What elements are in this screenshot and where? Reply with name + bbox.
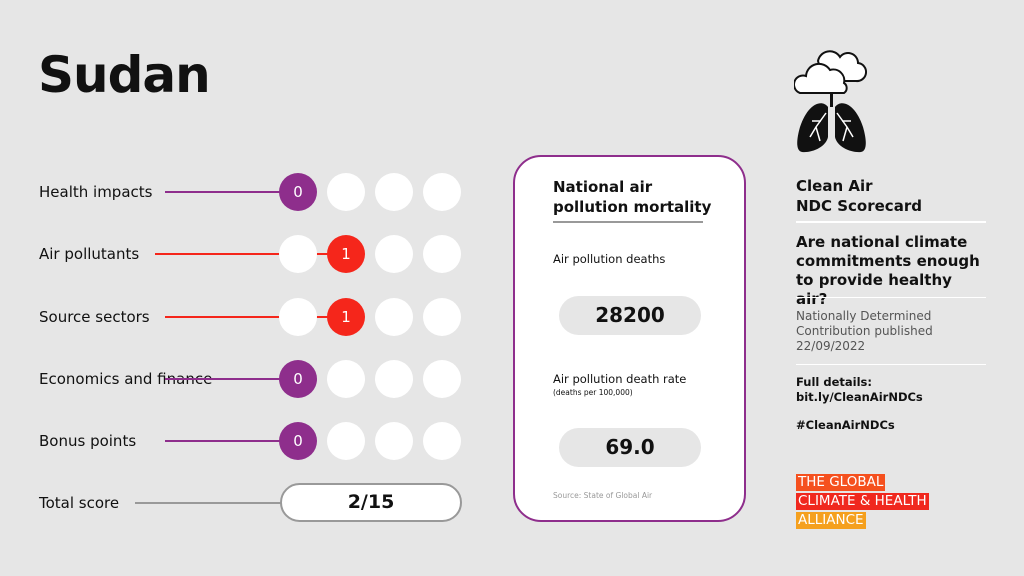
logo-line: ALLIANCE (796, 512, 866, 529)
row-label: Economics and finance (39, 370, 213, 388)
row-label: Air pollutants (39, 245, 140, 263)
score-dot (279, 298, 317, 336)
score-row: Source sectors 1 (0, 297, 480, 337)
score-row: Economics and finance 0 (0, 359, 480, 399)
source-note: Source: State of Global Air (553, 491, 653, 500)
country-title: Sudan (38, 46, 211, 104)
row-label: Bonus points (39, 432, 137, 450)
score-row: Health impacts 0 (0, 172, 480, 212)
rate-unit: (deaths per 100,000) (553, 388, 633, 397)
score-dot (423, 235, 461, 273)
cloud-lungs-icon (794, 50, 867, 153)
logo-line: THE GLOBAL (796, 474, 886, 491)
ndc-line: Contribution published (796, 324, 933, 338)
divider (796, 221, 986, 223)
connector-line (135, 502, 281, 504)
question-text: Are national climate commitments enough … (796, 233, 980, 308)
score-dot (279, 235, 317, 273)
rate-value: 69.0 (559, 428, 701, 467)
mortality-card: National air pollution mortality Air pol… (513, 155, 746, 522)
details-link[interactable]: bit.ly/CleanAirNDCs (796, 390, 923, 404)
divider (553, 221, 703, 223)
connector-line (165, 316, 329, 318)
details: Full details: bit.ly/CleanAirNDCs (796, 375, 986, 405)
total-score-row: Total score 2/15 (0, 483, 480, 523)
score-dot (375, 422, 413, 460)
scorecard-heading: Clean Air NDC Scorecard (796, 176, 986, 216)
card-title-line: pollution mortality (553, 198, 712, 216)
divider (796, 297, 986, 298)
score-dot (375, 173, 413, 211)
details-label: Full details: (796, 375, 872, 389)
score-dot-active: 1 (327, 235, 365, 273)
score-dot (423, 422, 461, 460)
score-dot (375, 298, 413, 336)
connector-line (165, 191, 281, 193)
total-score-label: Total score (39, 494, 120, 512)
score-dot-active: 0 (279, 360, 317, 398)
score-row: Bonus points 0 (0, 421, 480, 461)
ndc-line: Nationally Determined (796, 309, 932, 323)
row-label: Source sectors (39, 308, 150, 326)
deaths-label: Air pollution deaths (553, 252, 666, 266)
total-score-value: 2/15 (280, 483, 462, 522)
score-row: Air pollutants 1 (0, 234, 480, 274)
card-title: National air pollution mortality (553, 177, 711, 217)
hashtag: #CleanAirNDCs (796, 418, 895, 432)
row-label: Health impacts (39, 183, 153, 201)
logo-line: CLIMATE & HEALTH (796, 493, 929, 510)
ndc-info: Nationally Determined Contribution publi… (796, 309, 986, 354)
score-dot (423, 360, 461, 398)
heading-line: NDC Scorecard (796, 197, 922, 215)
score-dot (375, 360, 413, 398)
deaths-value: 28200 (559, 296, 701, 335)
score-dot-active: 1 (327, 298, 365, 336)
score-dot (375, 235, 413, 273)
rate-label: Air pollution death rate (553, 372, 687, 386)
connector-line (165, 378, 281, 380)
gcha-logo: THE GLOBAL CLIMATE & HEALTH ALLIANCE (796, 472, 929, 529)
score-dot (327, 173, 365, 211)
score-dot-active: 0 (279, 173, 317, 211)
score-dot (423, 298, 461, 336)
score-dot (423, 173, 461, 211)
ndc-date: 22/09/2022 (796, 339, 866, 353)
divider (796, 364, 986, 365)
score-dot (327, 360, 365, 398)
score-dot-active: 0 (279, 422, 317, 460)
heading-line: Clean Air (796, 177, 873, 195)
score-dot (327, 422, 365, 460)
connector-line (165, 440, 281, 442)
card-title-line: National air (553, 178, 653, 196)
connector-line (155, 253, 329, 255)
